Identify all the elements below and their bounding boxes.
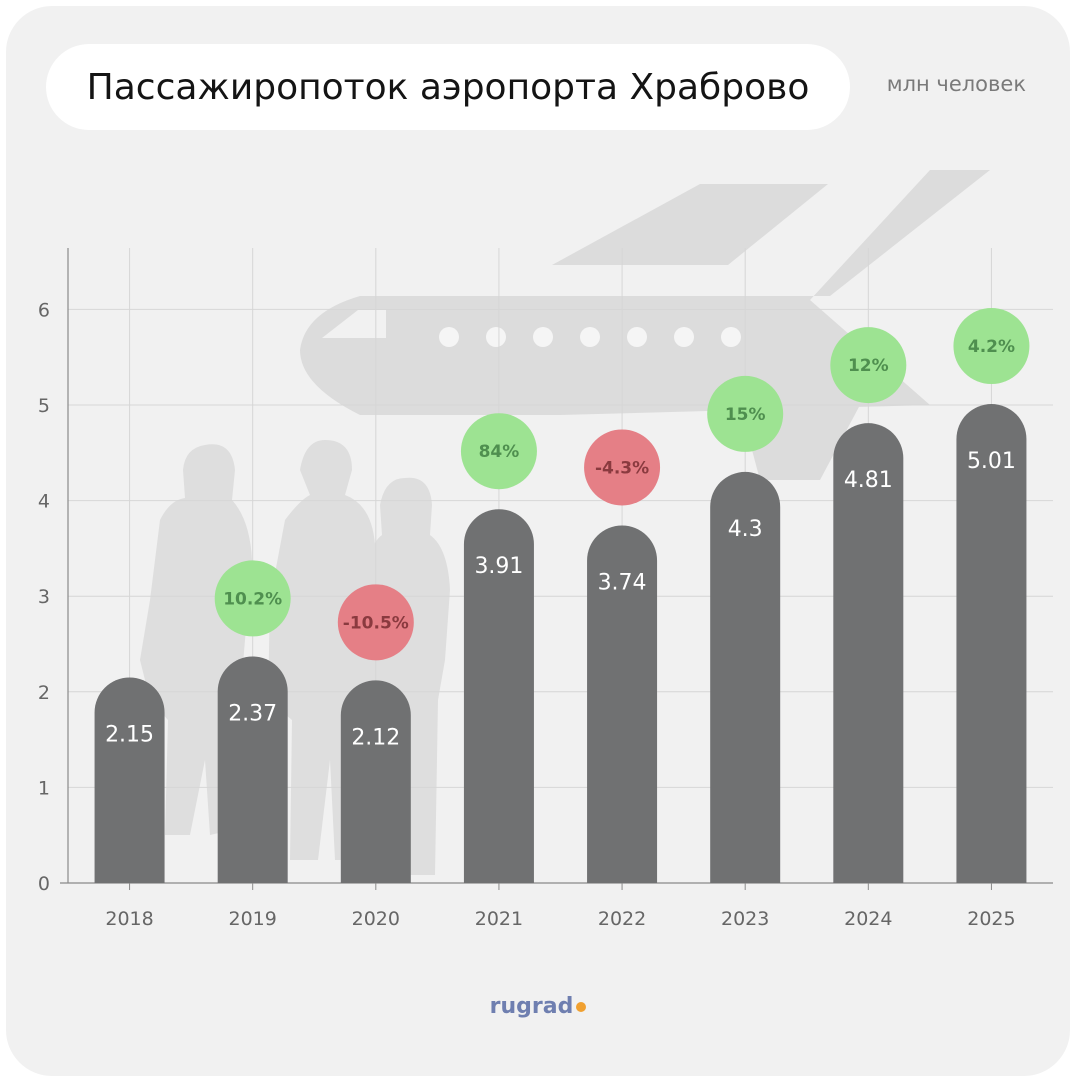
plane-body <box>300 170 990 415</box>
logo-dot-icon <box>576 1002 587 1012</box>
bar-2024 <box>833 423 904 883</box>
title-pill: Пассажиропоток аэропорта Храброво <box>46 44 850 130</box>
x-tick-2020: 2020 <box>352 908 400 930</box>
change-label-2020: -10.5% <box>343 613 409 633</box>
y-tick-3: 3 <box>38 586 50 608</box>
bar-2025 <box>956 404 1027 883</box>
change-circle-2022 <box>584 429 661 506</box>
labels: 2.15 2.37 10.2% 2.12 -10.5% 3.91 84% 3.74 -4.3% 4… <box>105 308 1030 750</box>
plane-cockpit-window <box>322 310 386 338</box>
y-tick-2: 2 <box>38 682 50 704</box>
people-silhouettes <box>140 440 450 875</box>
y-tick-5: 5 <box>38 395 50 417</box>
x-tick-2019: 2019 <box>229 908 277 930</box>
bar-2018 <box>94 677 165 883</box>
x-tick-2023: 2023 <box>721 908 769 930</box>
x-tick-2024: 2024 <box>844 908 892 930</box>
value-label-2020: 2.12 <box>351 725 400 750</box>
x-tick-2018: 2018 <box>105 908 153 930</box>
airplane-people-illustration <box>140 170 990 875</box>
bar-2019 <box>217 656 288 883</box>
y-tick-6: 6 <box>38 299 50 321</box>
change-label-2024: 12% <box>848 356 889 376</box>
change-circle-2021 <box>460 413 537 490</box>
change-label-2022: -4.3% <box>595 458 649 478</box>
value-label-2018: 2.15 <box>105 722 154 747</box>
chart-title: Пассажиропоток аэропорта Храброво <box>86 66 810 108</box>
value-label-2022: 3.74 <box>598 570 647 595</box>
x-tick-2022: 2022 <box>598 908 646 930</box>
bars <box>94 404 1027 883</box>
bar-2022 <box>587 525 658 883</box>
unit-label: млн человек <box>886 72 1026 96</box>
change-circle-2019 <box>214 560 291 637</box>
rugrad-logo[interactable]: rugrad <box>0 994 1076 1019</box>
change-label-2019: 10.2% <box>223 589 282 609</box>
x-tick-2021: 2021 <box>475 908 523 930</box>
y-tick-1: 1 <box>38 777 50 799</box>
change-circle-2023 <box>707 375 784 452</box>
change-circle-2024 <box>830 327 907 404</box>
change-circle-2020 <box>337 584 414 661</box>
value-label-2023: 4.3 <box>728 517 763 542</box>
bar-2021 <box>463 509 534 883</box>
y-tick-4: 4 <box>38 491 50 513</box>
value-label-2021: 3.91 <box>474 554 523 579</box>
change-label-2023: 15% <box>725 405 766 425</box>
x-tick-2025: 2025 <box>967 908 1015 930</box>
change-label-2025: 4.2% <box>968 337 1015 357</box>
value-label-2019: 2.37 <box>228 701 277 726</box>
plane-wing <box>552 184 828 265</box>
change-label-2021: 84% <box>479 442 520 462</box>
bar-2020 <box>340 680 411 883</box>
y-tick-0: 0 <box>38 873 50 895</box>
value-label-2024: 4.81 <box>844 468 893 493</box>
change-circle-2025 <box>953 308 1030 385</box>
value-label-2025: 5.01 <box>967 449 1016 474</box>
logo-text: rugrad <box>489 994 574 1019</box>
bar-2023 <box>710 471 781 883</box>
plane-windows <box>439 327 741 347</box>
